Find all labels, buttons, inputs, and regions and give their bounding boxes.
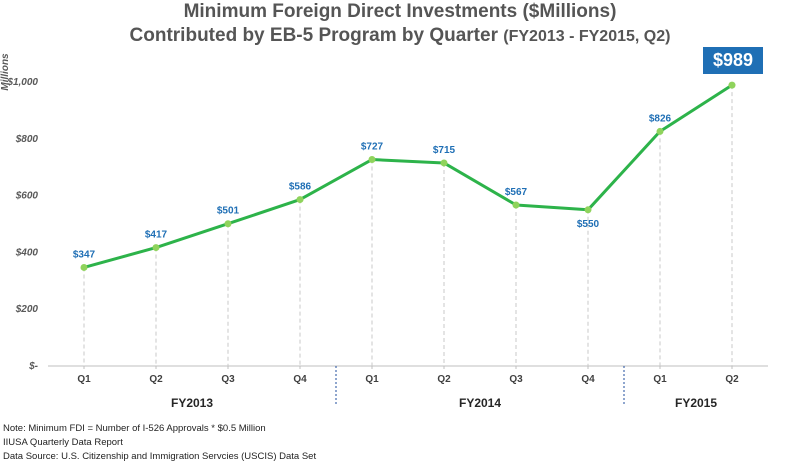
data-label: $826: [649, 113, 672, 124]
x-category-label: Q1: [365, 374, 379, 385]
x-group-label: FY2013: [171, 396, 213, 410]
x-group-label: FY2015: [675, 396, 717, 410]
x-category-label: Q4: [293, 374, 307, 385]
data-point: [224, 220, 232, 228]
chart-title: Minimum Foreign Direct Investments ($Mil…: [183, 1, 617, 22]
data-label: $417: [145, 230, 168, 241]
data-label: $501: [217, 206, 240, 217]
data-point: [296, 196, 304, 204]
note-line-source: Data Source: U.S. Citizenship and Immigr…: [3, 451, 317, 462]
x-category-label: Q1: [77, 374, 91, 385]
x-category-label: Q3: [221, 374, 235, 385]
x-category-label: Q2: [437, 374, 451, 385]
y-axis-title: Millions: [0, 53, 11, 91]
note-line-formula: Note: Minimum FDI = Number of I-526 Appr…: [3, 423, 266, 434]
x-category-label: Q2: [725, 374, 739, 385]
y-tick-label: $400: [15, 247, 39, 258]
y-tick-label: $1,000: [6, 77, 38, 88]
series-line: [83, 83, 733, 269]
data-label: $586: [289, 182, 312, 193]
data-point: [80, 263, 88, 271]
x-category-label: Q2: [149, 374, 163, 385]
data-point: [728, 81, 736, 89]
y-tick-label: $800: [15, 134, 39, 145]
chart-subtitle-main: Contributed by EB-5 Program by Quarter: [129, 25, 498, 46]
x-category-label: Q4: [581, 374, 595, 385]
data-point: [512, 201, 520, 209]
data-label: $727: [361, 142, 384, 153]
data-label: $347: [73, 249, 96, 260]
data-point: [656, 127, 664, 135]
data-label: $715: [433, 145, 456, 156]
y-tick-label: $200: [15, 304, 39, 315]
x-category-label: Q1: [653, 374, 667, 385]
data-point: [440, 159, 448, 167]
chart-notes: Note: Minimum FDI = Number of I-526 Appr…: [3, 422, 316, 464]
y-tick-label: $-: [28, 361, 39, 372]
data-label: $567: [505, 187, 528, 198]
chart-subtitle-range: (FY2013 - FY2015, Q2): [503, 28, 671, 45]
data-point: [584, 206, 592, 214]
x-category-label: Q3: [509, 374, 523, 385]
y-tick-label: $600: [15, 191, 39, 202]
x-group-label: FY2014: [459, 396, 501, 410]
note-line-report: IIUSA Quarterly Data Report: [3, 437, 123, 448]
data-point: [368, 156, 376, 164]
data-point: [152, 244, 160, 252]
chart-subtitle: Contributed by EB-5 Program by Quarter (…: [0, 24, 800, 49]
data-label: $550: [577, 219, 600, 230]
highlight-value-badge: $989: [703, 47, 763, 74]
